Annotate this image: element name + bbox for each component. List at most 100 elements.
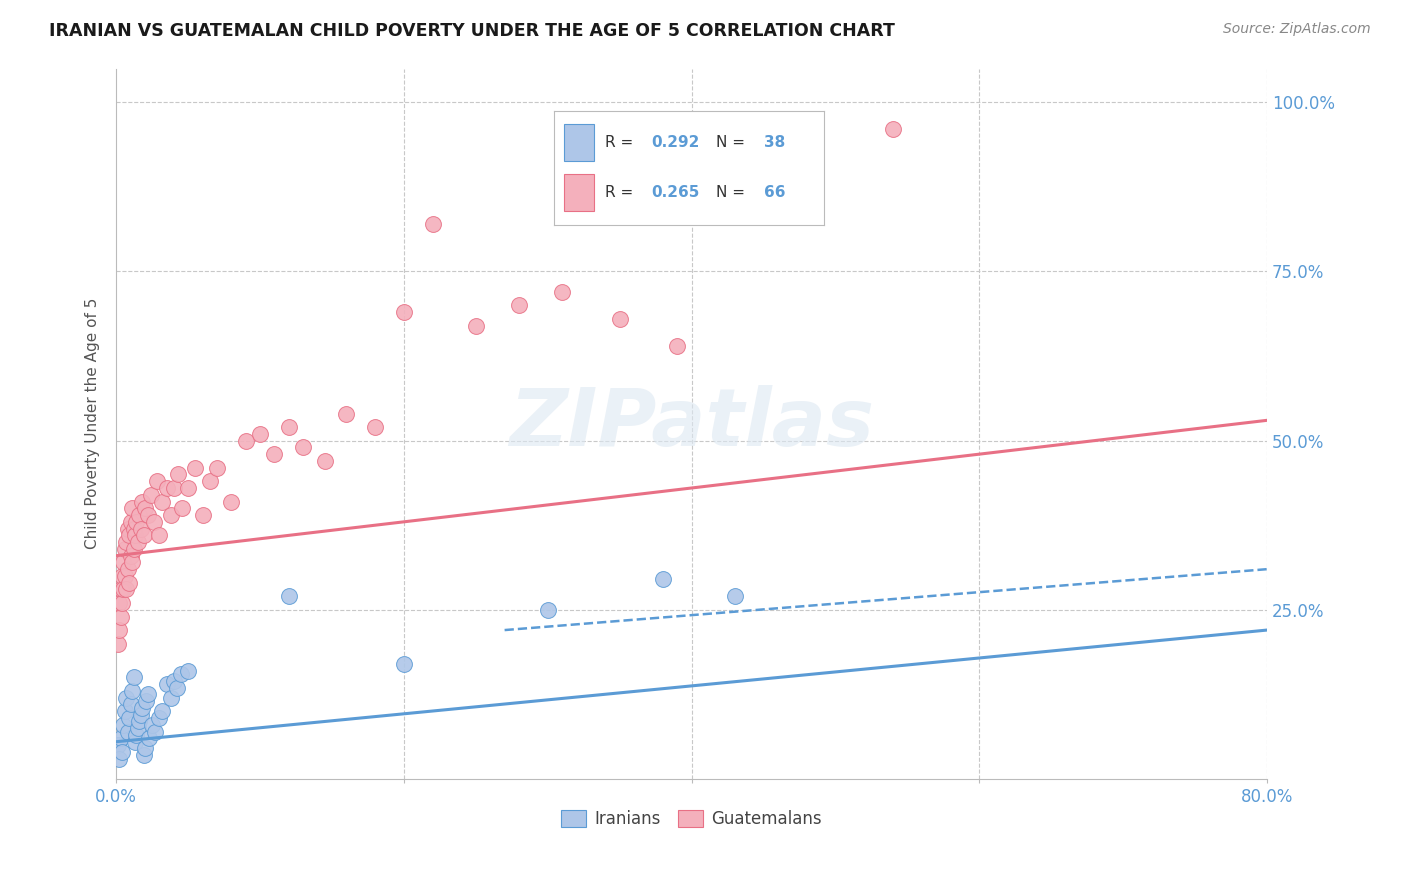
Point xyxy=(115,582,138,597)
Point xyxy=(118,711,141,725)
Point xyxy=(724,589,747,603)
Point xyxy=(131,701,153,715)
Point xyxy=(160,508,183,522)
Point xyxy=(128,508,150,522)
Point xyxy=(129,707,152,722)
Point xyxy=(166,681,188,695)
Point xyxy=(160,690,183,705)
Point xyxy=(292,441,315,455)
Point xyxy=(170,667,193,681)
Point xyxy=(115,690,138,705)
Point xyxy=(108,623,131,637)
Text: Source: ZipAtlas.com: Source: ZipAtlas.com xyxy=(1223,22,1371,37)
Point xyxy=(508,298,530,312)
Point xyxy=(156,481,179,495)
Point xyxy=(124,528,146,542)
Point xyxy=(148,711,170,725)
Point xyxy=(191,508,214,522)
Point xyxy=(132,748,155,763)
Point xyxy=(150,494,173,508)
Point xyxy=(392,305,415,319)
Point xyxy=(108,596,131,610)
Point xyxy=(112,582,135,597)
Point xyxy=(111,569,134,583)
Point xyxy=(198,474,221,488)
Point xyxy=(128,714,150,729)
Point xyxy=(724,183,747,197)
Point xyxy=(138,731,160,746)
Point xyxy=(107,637,129,651)
Point xyxy=(120,515,142,529)
Point xyxy=(134,501,156,516)
Point xyxy=(235,434,257,448)
Point xyxy=(114,541,136,556)
Legend: Iranians, Guatemalans: Iranians, Guatemalans xyxy=(555,803,828,835)
Point xyxy=(263,447,285,461)
Point xyxy=(167,467,190,482)
Point xyxy=(172,501,194,516)
Point xyxy=(392,657,415,671)
Point xyxy=(118,528,141,542)
Point xyxy=(150,704,173,718)
Text: IRANIAN VS GUATEMALAN CHILD POVERTY UNDER THE AGE OF 5 CORRELATION CHART: IRANIAN VS GUATEMALAN CHILD POVERTY UNDE… xyxy=(49,22,896,40)
Point xyxy=(796,163,818,178)
Point xyxy=(609,311,631,326)
Point xyxy=(121,684,143,698)
Point xyxy=(122,541,145,556)
Point xyxy=(129,522,152,536)
Point xyxy=(136,687,159,701)
Point xyxy=(314,454,336,468)
Point xyxy=(277,589,299,603)
Point xyxy=(121,556,143,570)
Point xyxy=(163,673,186,688)
Point xyxy=(134,741,156,756)
Point xyxy=(107,738,129,752)
Point xyxy=(125,515,148,529)
Point xyxy=(882,122,904,136)
Point xyxy=(136,508,159,522)
Point xyxy=(143,724,166,739)
Point xyxy=(249,426,271,441)
Point xyxy=(117,562,139,576)
Point xyxy=(110,731,132,746)
Point xyxy=(551,285,574,299)
Point xyxy=(121,501,143,516)
Point xyxy=(145,474,167,488)
Point xyxy=(135,694,157,708)
Point xyxy=(111,596,134,610)
Point xyxy=(141,718,163,732)
Point xyxy=(111,745,134,759)
Point xyxy=(120,698,142,712)
Point xyxy=(335,407,357,421)
Point xyxy=(666,339,689,353)
Point xyxy=(117,724,139,739)
Point xyxy=(112,556,135,570)
Point xyxy=(364,420,387,434)
Point xyxy=(115,535,138,549)
Point xyxy=(177,481,200,495)
Point xyxy=(184,460,207,475)
Point xyxy=(117,522,139,536)
Point xyxy=(125,728,148,742)
Point xyxy=(108,751,131,765)
Point xyxy=(122,670,145,684)
Point xyxy=(131,494,153,508)
Point xyxy=(221,494,243,508)
Point xyxy=(177,664,200,678)
Point xyxy=(139,488,162,502)
Point xyxy=(422,217,444,231)
Point xyxy=(148,528,170,542)
Point xyxy=(156,677,179,691)
Point xyxy=(464,318,486,333)
Point xyxy=(110,609,132,624)
Point xyxy=(205,460,228,475)
Point xyxy=(127,721,149,735)
Point xyxy=(122,522,145,536)
Point xyxy=(537,603,560,617)
Point xyxy=(112,718,135,732)
Point xyxy=(132,528,155,542)
Point xyxy=(127,535,149,549)
Point xyxy=(114,569,136,583)
Point xyxy=(142,515,165,529)
Point xyxy=(124,735,146,749)
